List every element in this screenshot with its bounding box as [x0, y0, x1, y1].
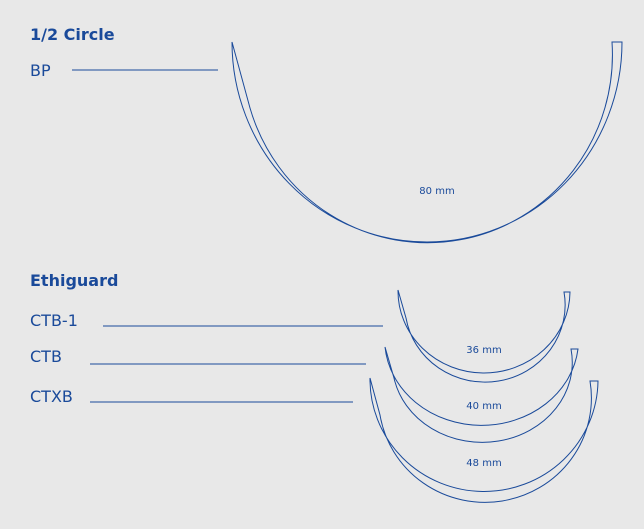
needle-label: BP [30, 61, 51, 80]
needle-label: CTB [30, 347, 62, 366]
needle-size: 80 mm [419, 186, 454, 197]
needle-label: CTB-1 [30, 311, 78, 330]
needle [369, 377, 599, 503]
needle [397, 289, 571, 383]
section-title: Ethiguard [30, 271, 118, 290]
section-title: 1/2 Circle [30, 25, 115, 44]
needle [231, 41, 623, 244]
needle-label: CTXB [30, 387, 73, 406]
needle [384, 346, 579, 443]
needle-size: 40 mm [466, 401, 501, 412]
needle-size: 48 mm [466, 458, 501, 469]
needle-size: 36 mm [466, 345, 501, 356]
